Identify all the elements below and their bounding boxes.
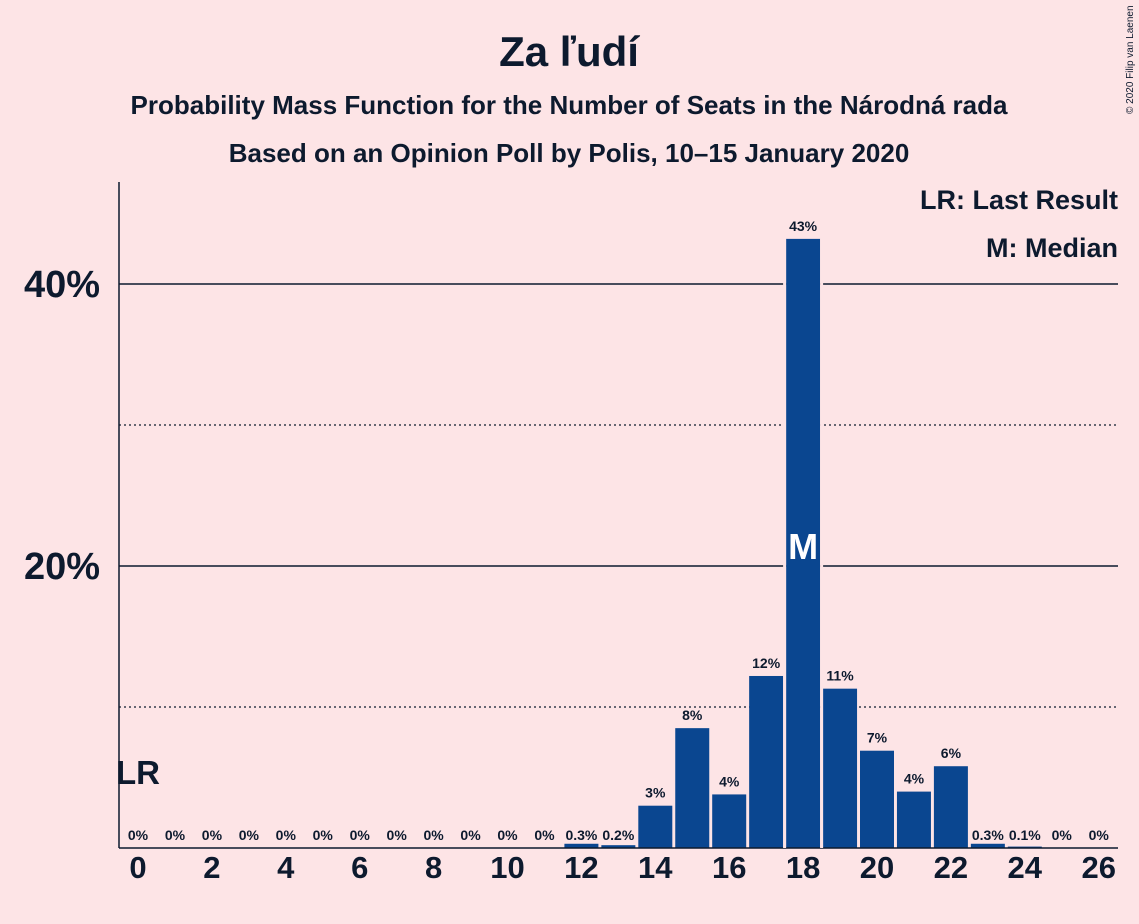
x-tick-label: 16: [712, 850, 746, 885]
chart-title: Za ľudí: [499, 28, 640, 75]
bar: [749, 675, 784, 848]
bar-value-label: 0%: [350, 827, 371, 843]
bar: [712, 794, 747, 848]
bar: [823, 688, 858, 848]
x-tick-label: 0: [129, 850, 146, 885]
median-bar-gap: [783, 238, 787, 848]
bar: [786, 238, 821, 848]
x-tick-label: 4: [277, 850, 295, 885]
bar: [675, 728, 710, 848]
legend-median: M: Median: [986, 233, 1118, 263]
bars: [564, 238, 1042, 848]
bar-labels: 0% 0% 0% 0% 0% 0% 0% 0% 0% 0% 0% 0% 0.3% 0.2% 3% 8% 4% 12…: [128, 218, 1109, 843]
x-tick-label: 14: [638, 850, 673, 885]
last-result-marker: LR: [116, 754, 160, 791]
legend-last-result: LR: Last Result: [920, 185, 1118, 215]
bar-value-label: 0.3%: [972, 827, 1004, 843]
bar-value-label: 0%: [165, 827, 186, 843]
bar-value-label: 0.2%: [602, 827, 634, 843]
bar-value-label: 0.1%: [1009, 827, 1041, 843]
bar-value-label: 0.3%: [565, 827, 597, 843]
x-tick-label: 10: [490, 850, 524, 885]
x-tick-label: 2: [203, 850, 220, 885]
y-tick-label: 40%: [24, 264, 100, 306]
x-tick-label: 20: [860, 850, 894, 885]
bar-value-label: 0%: [534, 827, 555, 843]
bar-value-label: 0%: [387, 827, 408, 843]
bar-value-label: 4%: [904, 771, 925, 787]
median-bar-gap: [820, 238, 824, 848]
bar-value-label: 0%: [276, 827, 297, 843]
x-tick-label: 26: [1081, 850, 1115, 885]
bar-value-label: 4%: [719, 773, 740, 789]
bar-value-label: 0%: [202, 827, 223, 843]
bar-value-label: 6%: [941, 745, 962, 761]
gridlines: [119, 283, 1118, 708]
x-tick-label: 12: [564, 850, 598, 885]
bar: [601, 845, 636, 848]
bar: [933, 766, 968, 848]
copyright: © 2020 Filip van Laenen: [1125, 5, 1136, 114]
x-tick-label: 6: [351, 850, 368, 885]
bar-value-label: 7%: [867, 730, 888, 746]
bar: [970, 843, 1005, 848]
bar-value-label: 0%: [1089, 827, 1110, 843]
x-tick-label: 8: [425, 850, 442, 885]
bar-value-label: 8%: [682, 707, 703, 723]
y-tick-label: 20%: [24, 546, 100, 588]
bar: [860, 750, 894, 848]
bar-value-label: 0%: [1052, 827, 1073, 843]
bar-value-label: 12%: [752, 655, 781, 671]
bar-value-label: 0%: [497, 827, 518, 843]
median-marker: M: [788, 526, 818, 567]
bar: [638, 805, 673, 848]
bar-value-label: 11%: [826, 668, 854, 684]
bar-value-label: 0%: [128, 827, 149, 843]
x-tick-label: 24: [1008, 850, 1043, 885]
x-tick-label: 22: [934, 850, 968, 885]
bar-value-label: 0%: [239, 827, 260, 843]
bar-value-label: 3%: [645, 785, 666, 801]
bar-value-label: 0%: [313, 827, 334, 843]
chart-subtitle: Probability Mass Function for the Number…: [131, 90, 1008, 120]
bar: [896, 791, 931, 848]
bar-value-label: 43%: [789, 218, 818, 234]
bar-value-label: 0%: [460, 827, 481, 843]
x-tick-labels: 0 2 4 6 8 10 12 14 16 18 20 22 24 26: [129, 850, 1116, 885]
x-tick-label: 18: [786, 850, 820, 885]
chart-source: Based on an Opinion Poll by Polis, 10–15…: [229, 138, 910, 168]
bar: [564, 843, 599, 848]
bar-value-label: 0%: [423, 827, 444, 843]
markers: M LR: [116, 238, 824, 848]
y-tick-labels: 20% 40%: [24, 264, 100, 588]
